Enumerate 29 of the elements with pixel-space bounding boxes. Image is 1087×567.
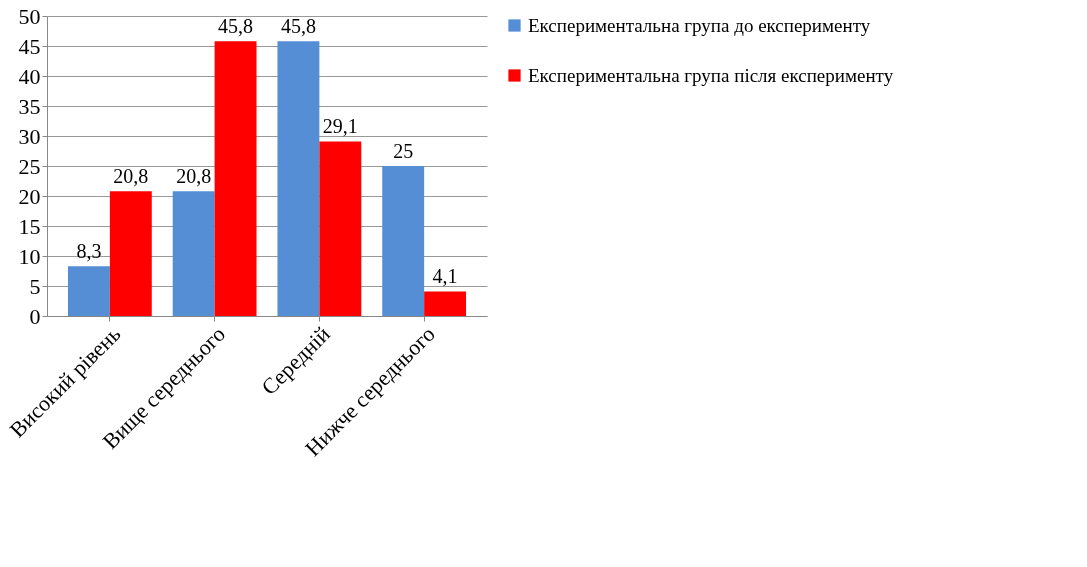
y-tick-label: 25: [18, 153, 41, 179]
data-label: 20,8: [176, 165, 212, 188]
y-tick-label: 30: [18, 123, 41, 149]
y-tick-label: 20: [18, 183, 41, 209]
data-label: 45,8: [280, 15, 316, 38]
y-tick-label: 35: [18, 93, 41, 119]
data-label: 8,3: [76, 240, 102, 263]
y-tick-label: 5: [29, 273, 41, 299]
bar: [214, 41, 257, 316]
data-label: 4,1: [432, 265, 458, 288]
bar: [109, 191, 152, 316]
y-tick-label: 50: [18, 3, 41, 29]
data-label: 29,1: [322, 115, 358, 138]
y-tick-label: 0: [29, 303, 41, 329]
bar: [319, 141, 362, 316]
legend-label: Експериментальна група до експерименту: [528, 14, 871, 36]
bar: [382, 166, 425, 316]
y-tick-label: 10: [18, 243, 41, 269]
data-label: 20,8: [113, 165, 149, 188]
y-tick-label: 45: [18, 33, 41, 59]
y-tick-label: 40: [18, 63, 41, 89]
bar: [172, 191, 215, 316]
data-label: 45,8: [218, 15, 254, 38]
bar: [277, 41, 320, 316]
bar: [424, 291, 467, 316]
bar: [67, 266, 110, 316]
legend-label: Експериментальна група після експерименту: [528, 64, 894, 86]
y-tick-label: 15: [18, 213, 41, 239]
data-label: 25: [393, 140, 414, 162]
